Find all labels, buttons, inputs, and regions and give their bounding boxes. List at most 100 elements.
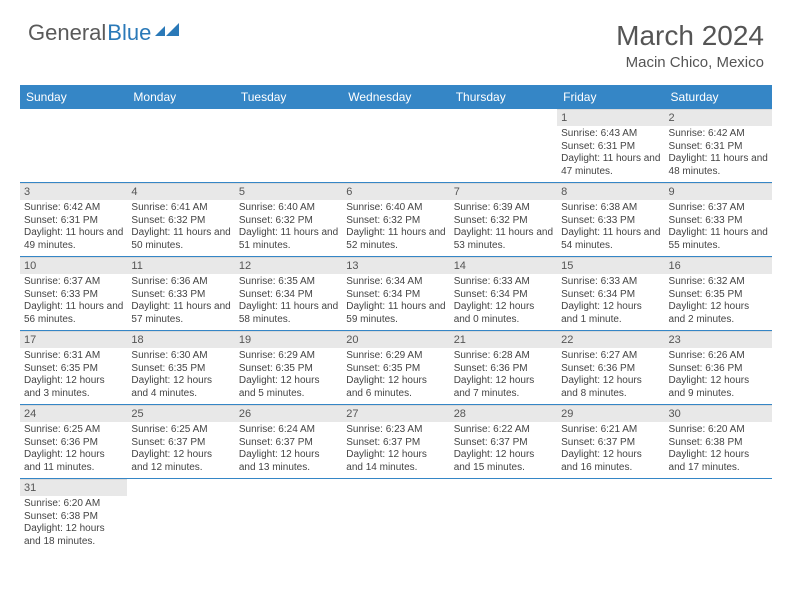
sunrise-text: Sunrise: 6:37 AM <box>24 276 123 289</box>
sunset-text: Sunset: 6:33 PM <box>24 289 123 302</box>
sunrise-text: Sunrise: 6:43 AM <box>561 128 660 141</box>
day-details: Sunrise: 6:29 AMSunset: 6:35 PMDaylight:… <box>342 348 449 404</box>
day-details: Sunrise: 6:41 AMSunset: 6:32 PMDaylight:… <box>127 200 234 256</box>
calendar-cell: 17Sunrise: 6:31 AMSunset: 6:35 PMDayligh… <box>20 331 127 404</box>
calendar-cell <box>665 479 772 552</box>
sunrise-text: Sunrise: 6:29 AM <box>346 350 445 363</box>
sunrise-text: Sunrise: 6:42 AM <box>24 202 123 215</box>
day-number: 18 <box>127 331 234 348</box>
calendar-cell <box>342 479 449 552</box>
sunrise-text: Sunrise: 6:33 AM <box>561 276 660 289</box>
sunset-text: Sunset: 6:35 PM <box>346 363 445 376</box>
sunset-text: Sunset: 6:37 PM <box>454 437 553 450</box>
sunset-text: Sunset: 6:37 PM <box>346 437 445 450</box>
sunrise-text: Sunrise: 6:40 AM <box>239 202 338 215</box>
calendar-cell: 31Sunrise: 6:20 AMSunset: 6:38 PMDayligh… <box>20 479 127 552</box>
day-details: Sunrise: 6:38 AMSunset: 6:33 PMDaylight:… <box>557 200 664 256</box>
sunrise-text: Sunrise: 6:42 AM <box>669 128 768 141</box>
day-details: Sunrise: 6:40 AMSunset: 6:32 PMDaylight:… <box>235 200 342 256</box>
calendar-cell: 8Sunrise: 6:38 AMSunset: 6:33 PMDaylight… <box>557 183 664 256</box>
daylight-text: Daylight: 11 hours and 47 minutes. <box>561 153 660 178</box>
sunset-text: Sunset: 6:36 PM <box>561 363 660 376</box>
day-number: 17 <box>20 331 127 348</box>
sunset-text: Sunset: 6:32 PM <box>131 215 230 228</box>
calendar-week: 1Sunrise: 6:43 AMSunset: 6:31 PMDaylight… <box>20 109 772 183</box>
daylight-text: Daylight: 12 hours and 7 minutes. <box>454 375 553 400</box>
day-details: Sunrise: 6:24 AMSunset: 6:37 PMDaylight:… <box>235 422 342 478</box>
day-number: 10 <box>20 257 127 274</box>
sunrise-text: Sunrise: 6:37 AM <box>669 202 768 215</box>
sunset-text: Sunset: 6:34 PM <box>346 289 445 302</box>
calendar-cell: 13Sunrise: 6:34 AMSunset: 6:34 PMDayligh… <box>342 257 449 330</box>
day-number: 22 <box>557 331 664 348</box>
daylight-text: Daylight: 12 hours and 15 minutes. <box>454 449 553 474</box>
calendar-cell <box>127 479 234 552</box>
day-number: 8 <box>557 183 664 200</box>
daylight-text: Daylight: 12 hours and 11 minutes. <box>24 449 123 474</box>
daylight-text: Daylight: 11 hours and 49 minutes. <box>24 227 123 252</box>
day-number: 15 <box>557 257 664 274</box>
calendar-cell <box>342 109 449 182</box>
day-details: Sunrise: 6:33 AMSunset: 6:34 PMDaylight:… <box>557 274 664 330</box>
daylight-text: Daylight: 11 hours and 55 minutes. <box>669 227 768 252</box>
calendar-cell: 19Sunrise: 6:29 AMSunset: 6:35 PMDayligh… <box>235 331 342 404</box>
day-number: 16 <box>665 257 772 274</box>
sunset-text: Sunset: 6:35 PM <box>131 363 230 376</box>
day-number: 12 <box>235 257 342 274</box>
day-number: 21 <box>450 331 557 348</box>
day-details: Sunrise: 6:33 AMSunset: 6:34 PMDaylight:… <box>450 274 557 330</box>
day-details: Sunrise: 6:28 AMSunset: 6:36 PMDaylight:… <box>450 348 557 404</box>
sunrise-text: Sunrise: 6:32 AM <box>669 276 768 289</box>
calendar-week: 31Sunrise: 6:20 AMSunset: 6:38 PMDayligh… <box>20 479 772 552</box>
daylight-text: Daylight: 11 hours and 56 minutes. <box>24 301 123 326</box>
sunrise-text: Sunrise: 6:21 AM <box>561 424 660 437</box>
daylight-text: Daylight: 12 hours and 3 minutes. <box>24 375 123 400</box>
calendar-cell <box>450 109 557 182</box>
daylight-text: Daylight: 12 hours and 5 minutes. <box>239 375 338 400</box>
sunset-text: Sunset: 6:37 PM <box>131 437 230 450</box>
daylight-text: Daylight: 12 hours and 14 minutes. <box>346 449 445 474</box>
sunrise-text: Sunrise: 6:36 AM <box>131 276 230 289</box>
calendar-cell: 5Sunrise: 6:40 AMSunset: 6:32 PMDaylight… <box>235 183 342 256</box>
day-details: Sunrise: 6:40 AMSunset: 6:32 PMDaylight:… <box>342 200 449 256</box>
calendar-cell: 25Sunrise: 6:25 AMSunset: 6:37 PMDayligh… <box>127 405 234 478</box>
daylight-text: Daylight: 12 hours and 2 minutes. <box>669 301 768 326</box>
calendar-week: 17Sunrise: 6:31 AMSunset: 6:35 PMDayligh… <box>20 331 772 405</box>
calendar-cell: 10 Sunrise: 6:37 AMSunset: 6:33 PMDayligh… <box>20 257 127 330</box>
calendar: SundayMondayTuesdayWednesdayThursdayFrid… <box>20 85 772 552</box>
day-number: 13 <box>342 257 449 274</box>
daylight-text: Daylight: 11 hours and 50 minutes. <box>131 227 230 252</box>
day-number: 3 <box>20 183 127 200</box>
day-details: Sunrise: 6:20 AMSunset: 6:38 PMDaylight:… <box>665 422 772 478</box>
day-number: 5 <box>235 183 342 200</box>
calendar-cell: 16Sunrise: 6:32 AMSunset: 6:35 PMDayligh… <box>665 257 772 330</box>
day-details: Sunrise: 6:25 AMSunset: 6:36 PMDaylight:… <box>20 422 127 478</box>
sunset-text: Sunset: 6:33 PM <box>561 215 660 228</box>
daylight-text: Daylight: 11 hours and 52 minutes. <box>346 227 445 252</box>
calendar-cell: 11Sunrise: 6:36 AMSunset: 6:33 PMDayligh… <box>127 257 234 330</box>
sunrise-text: Sunrise: 6:20 AM <box>24 498 123 511</box>
month-title: March 2024 <box>616 20 764 52</box>
sunset-text: Sunset: 6:37 PM <box>561 437 660 450</box>
calendar-cell: 23Sunrise: 6:26 AMSunset: 6:36 PMDayligh… <box>665 331 772 404</box>
day-number: 24 <box>20 405 127 422</box>
day-number: 7 <box>450 183 557 200</box>
day-details: Sunrise: 6:20 AMSunset: 6:38 PMDaylight:… <box>20 496 127 552</box>
location: Macin Chico, Mexico <box>616 54 764 71</box>
sunset-text: Sunset: 6:33 PM <box>131 289 230 302</box>
sunset-text: Sunset: 6:33 PM <box>669 215 768 228</box>
sunrise-text: Sunrise: 6:39 AM <box>454 202 553 215</box>
sunset-text: Sunset: 6:34 PM <box>454 289 553 302</box>
sunrise-text: Sunrise: 6:23 AM <box>346 424 445 437</box>
daylight-text: Daylight: 12 hours and 18 minutes. <box>24 523 123 548</box>
day-number: 1 <box>557 109 664 126</box>
day-details: Sunrise: 6:35 AMSunset: 6:34 PMDaylight:… <box>235 274 342 330</box>
daylight-text: Daylight: 12 hours and 12 minutes. <box>131 449 230 474</box>
day-details: Sunrise: 6:27 AMSunset: 6:36 PMDaylight:… <box>557 348 664 404</box>
calendar-cell: 9Sunrise: 6:37 AMSunset: 6:33 PMDaylight… <box>665 183 772 256</box>
daylight-text: Daylight: 12 hours and 9 minutes. <box>669 375 768 400</box>
daylight-text: Daylight: 11 hours and 57 minutes. <box>131 301 230 326</box>
day-details: Sunrise: 6:37 AMSunset: 6:33 PMDaylight:… <box>665 200 772 256</box>
sunrise-text: Sunrise: 6:22 AM <box>454 424 553 437</box>
day-number: 28 <box>450 405 557 422</box>
